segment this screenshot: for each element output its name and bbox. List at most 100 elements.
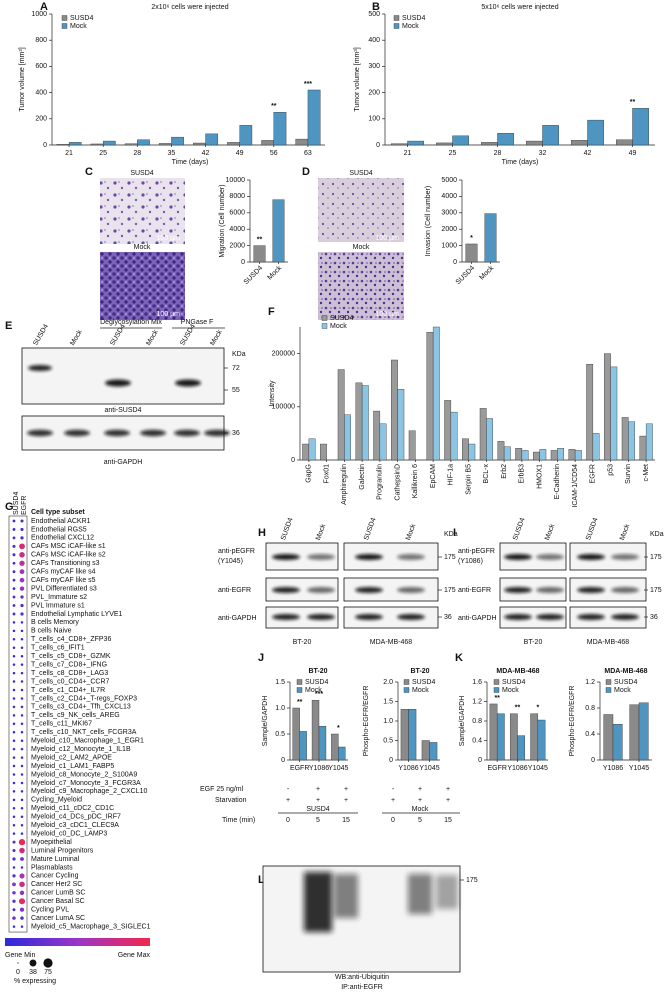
- bar: [574, 450, 582, 461]
- bar: [497, 133, 514, 146]
- row-label: Myeloid_c8_Monocyte_2_S100A9: [31, 771, 137, 778]
- bar: [338, 746, 346, 761]
- sign-label: +: [418, 786, 422, 793]
- dot: [19, 569, 25, 575]
- row-label: Myeloid_c9_Macrophage_2_CXCL10: [31, 788, 147, 795]
- legend-swatch: [393, 23, 400, 29]
- bar: [253, 245, 266, 263]
- bar: [503, 446, 511, 461]
- dot: [20, 722, 24, 726]
- bar: [621, 417, 629, 461]
- legend-swatch: [321, 315, 328, 321]
- bar: [400, 709, 409, 761]
- bar: [318, 726, 327, 761]
- legend-swatch: [493, 687, 500, 693]
- row-label: Cancer Her2 SC: [31, 881, 82, 888]
- band: [536, 587, 564, 593]
- dot: [12, 663, 16, 666]
- bar: [509, 713, 518, 761]
- marker-label: 36: [650, 614, 658, 621]
- y-tick-label: 2000: [441, 226, 457, 233]
- row-label: PVL Differentiated s3: [31, 585, 97, 592]
- x-tick-label: EGFR: [290, 765, 309, 772]
- lane-label: SUSD4: [512, 517, 527, 541]
- lane-label: Mock: [315, 523, 327, 542]
- sign-label: +: [446, 797, 450, 804]
- y-tick-label: 600: [35, 63, 47, 70]
- row-label: T_cells_c8_CD8+_LAG3: [31, 670, 108, 677]
- bar: [592, 433, 600, 461]
- dot: [20, 603, 24, 608]
- legend-swatch: [493, 679, 500, 685]
- dot: [19, 847, 25, 854]
- bar: [571, 140, 588, 146]
- lane-label: SUSD4: [32, 323, 50, 347]
- x-tick-label: ErbB3: [519, 464, 526, 484]
- antibody-label: (Y1045): [218, 558, 243, 565]
- y-tick-label: 2.0: [383, 679, 393, 686]
- x-tick-label: Y1045: [528, 765, 548, 772]
- dot: [20, 663, 24, 666]
- dot: [12, 621, 16, 624]
- bar: [379, 423, 387, 461]
- legend-swatch: [605, 679, 612, 685]
- bar: [272, 199, 285, 263]
- x-tick-label: Y1045: [328, 765, 348, 772]
- bar: [521, 450, 529, 461]
- legend-label: SUSD4: [502, 679, 525, 686]
- bar: [645, 423, 653, 461]
- band: [140, 429, 166, 437]
- significance: ***: [315, 691, 323, 698]
- chart-title: BT-20: [308, 668, 327, 675]
- row-label: Endothelial RGS5: [31, 526, 87, 533]
- row-label: B cells Memory: [31, 619, 79, 626]
- micrograph: [318, 252, 404, 320]
- y-tick-label: 0: [291, 457, 295, 464]
- significance: **: [494, 695, 500, 702]
- chart-title: MDA-MB-468: [496, 668, 539, 675]
- row-label: Time (min): [222, 817, 255, 824]
- x-tick-label: Survin: [625, 464, 632, 484]
- bar: [299, 731, 307, 761]
- legend-label: Mock: [502, 687, 519, 694]
- unit-label: KDa: [650, 531, 664, 538]
- y-tick-label: 800: [35, 37, 47, 44]
- bar: [68, 142, 82, 146]
- unit-label: KDa: [444, 531, 458, 538]
- time-label: 0: [286, 817, 290, 824]
- x-tick-label: p53: [607, 464, 614, 476]
- dot: [20, 714, 24, 717]
- dot: [20, 781, 24, 785]
- sign-label: +: [316, 786, 320, 793]
- chart-title: 2x10⁶ cells were injected: [151, 4, 228, 11]
- cell-line-label: BT-20: [524, 639, 543, 646]
- legend-label: SUSD4: [402, 15, 425, 22]
- dot: [12, 925, 16, 928]
- marker-label: 175: [444, 587, 456, 594]
- blot: [265, 577, 339, 602]
- dot: [12, 773, 16, 776]
- row-label: Mature Luminal: [31, 856, 80, 863]
- significance: *: [536, 705, 539, 712]
- time-label: 5: [418, 817, 422, 824]
- marker-label: 175: [444, 554, 456, 561]
- y-tick-label: 0: [241, 259, 245, 266]
- x-tick-label: Y1086: [603, 765, 623, 772]
- bar: [308, 438, 316, 461]
- y-axis-label: Intensity: [269, 380, 276, 407]
- group-label: Mock: [412, 806, 429, 813]
- bar: [450, 411, 458, 461]
- bar: [227, 142, 240, 146]
- dot: [12, 764, 16, 768]
- scale-bar: 100 µm: [376, 235, 400, 242]
- dot: [12, 874, 16, 878]
- lane-label: Mock: [405, 523, 417, 542]
- band: [355, 587, 383, 593]
- y-tick-label: 0: [281, 757, 285, 764]
- band: [611, 554, 639, 560]
- bar: [496, 713, 505, 761]
- row-label: Cancer LumA SC: [31, 915, 85, 922]
- bar: [307, 89, 321, 146]
- panel-label: A: [40, 1, 48, 13]
- marker-label: 175: [466, 877, 478, 884]
